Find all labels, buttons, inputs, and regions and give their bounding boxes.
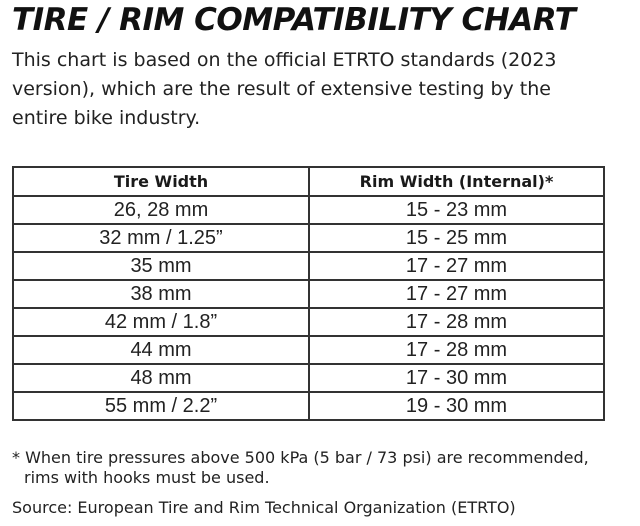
table-row: 35 mm 17 - 27 mm	[12, 251, 605, 281]
table-row: 44 mm 17 - 28 mm	[12, 335, 605, 365]
tire-width-cell: 32 mm / 1.25”	[12, 223, 310, 253]
rim-width-cell: 17 - 28 mm	[308, 307, 605, 337]
intro-text: This chart is based on the official ETRT…	[12, 49, 557, 129]
tire-width-cell: 38 mm	[12, 279, 310, 309]
table-row: 55 mm / 2.2” 19 - 30 mm	[12, 391, 605, 421]
table-row: 42 mm / 1.8” 17 - 28 mm	[12, 307, 605, 337]
table-header-row: Tire Width Rim Width (Internal)*	[12, 166, 605, 197]
tire-width-cell: 55 mm / 2.2”	[12, 391, 310, 421]
compatibility-table: Tire Width Rim Width (Internal)* 26, 28 …	[12, 166, 605, 421]
table-row: 48 mm 17 - 30 mm	[12, 363, 605, 393]
tire-width-cell: 44 mm	[12, 335, 310, 365]
header-rim-width: Rim Width (Internal)*	[308, 166, 605, 197]
rim-width-cell: 15 - 25 mm	[308, 223, 605, 253]
tire-width-cell: 35 mm	[12, 251, 310, 281]
rim-width-cell: 19 - 30 mm	[308, 391, 605, 421]
rim-width-cell: 17 - 27 mm	[308, 251, 605, 281]
table-row: 32 mm / 1.25” 15 - 25 mm	[12, 223, 605, 253]
rim-width-cell: 15 - 23 mm	[308, 195, 605, 225]
tire-width-cell: 26, 28 mm	[12, 195, 310, 225]
footnote-line: rims with hooks must be used.	[24, 468, 270, 487]
footnote-line: * When tire pressures above 500 kPa (5 b…	[12, 448, 589, 467]
table-row: 38 mm 17 - 27 mm	[12, 279, 605, 309]
table-row: 26, 28 mm 15 - 23 mm	[12, 195, 605, 225]
rim-width-cell: 17 - 30 mm	[308, 363, 605, 393]
page-title: TIRE / RIM COMPATIBILITY CHART	[12, 2, 576, 38]
tire-width-cell: 48 mm	[12, 363, 310, 393]
rim-width-cell: 17 - 28 mm	[308, 335, 605, 365]
footnote: * When tire pressures above 500 kPa (5 b…	[12, 448, 589, 488]
rim-width-cell: 17 - 27 mm	[308, 279, 605, 309]
header-tire-width: Tire Width	[12, 166, 310, 197]
tire-width-cell: 42 mm / 1.8”	[12, 307, 310, 337]
source-note: Source: European Tire and Rim Technical …	[12, 498, 516, 517]
